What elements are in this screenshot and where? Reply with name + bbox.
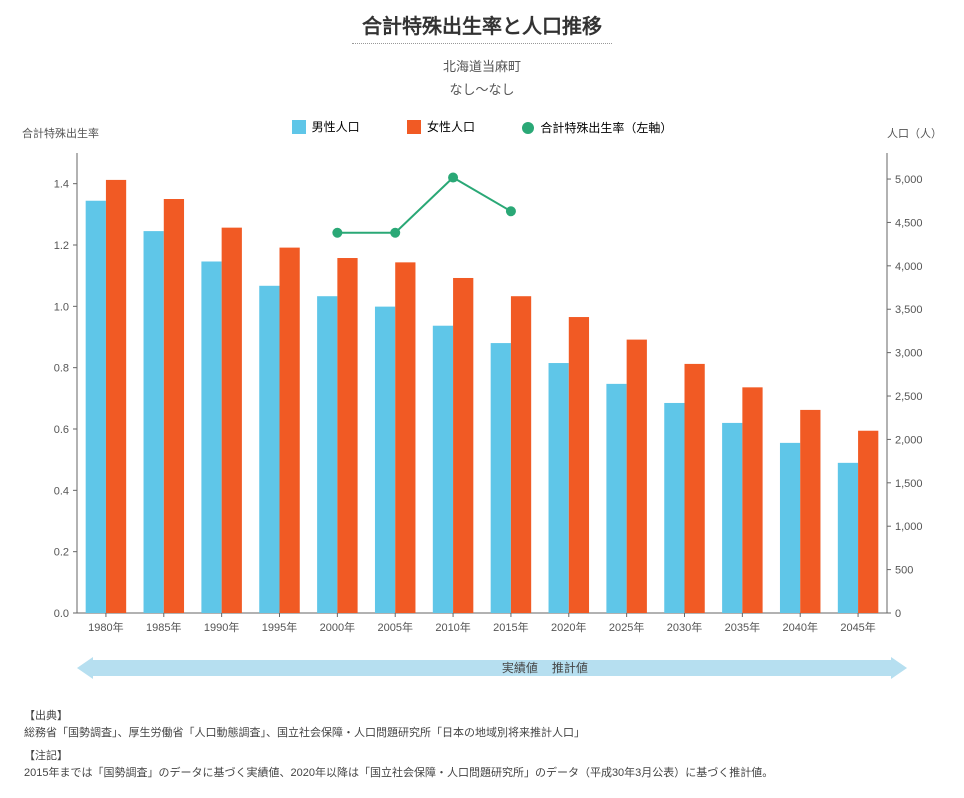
subtitle-region: 北海道当麻町	[10, 56, 954, 75]
svg-text:2010年: 2010年	[435, 620, 470, 634]
svg-text:2000年: 2000年	[320, 620, 355, 634]
svg-text:2040年: 2040年	[782, 620, 817, 634]
arrow-row: 実績値 推計値	[77, 657, 887, 685]
svg-text:3,500: 3,500	[895, 304, 923, 316]
svg-text:2025年: 2025年	[609, 620, 644, 634]
right-axis-title: 人口（人）	[887, 125, 942, 141]
left-axis-title: 合計特殊出生率	[22, 125, 99, 141]
svg-text:1985年: 1985年	[146, 620, 181, 634]
svg-text:1.0: 1.0	[54, 301, 69, 313]
subtitle-period: なし～なし	[10, 79, 954, 98]
title-block: 合計特殊出生率と人口推移 北海道当麻町 なし～なし	[10, 10, 954, 98]
svg-text:500: 500	[895, 564, 913, 576]
arrow-left-head-icon	[77, 657, 93, 679]
main-title: 合計特殊出生率と人口推移	[10, 10, 954, 39]
chart-wrap: 合計特殊出生率 人口（人） 0.00.20.40.60.81.01.21.405…	[22, 143, 942, 643]
svg-text:3,000: 3,000	[895, 347, 923, 359]
source-text: 総務省「国勢調査」、厚生労働省「人口動態調査」、国立社会保障・人口問題研究所「日…	[24, 725, 940, 742]
svg-text:0.2: 0.2	[54, 546, 69, 558]
svg-text:1980年: 1980年	[88, 620, 123, 634]
svg-text:2,000: 2,000	[895, 434, 923, 446]
svg-text:0.6: 0.6	[54, 424, 69, 436]
note-heading: 【注記】	[24, 747, 940, 763]
svg-text:1990年: 1990年	[204, 620, 239, 634]
svg-text:2030年: 2030年	[667, 620, 702, 634]
legend-tfr-swatch	[522, 122, 534, 134]
arrow-right-head-icon	[891, 657, 907, 679]
svg-text:0.4: 0.4	[54, 485, 69, 497]
svg-text:2,500: 2,500	[895, 391, 923, 403]
chart-svg: 0.0 0.2 0.4 0.6 0.8 1.0 1.2 1.4 0 500 1,000 1,500 2,…	[22, 143, 942, 643]
title-underline	[352, 43, 612, 44]
arrow-projected: 推計値	[542, 657, 907, 679]
legend-female: 女性人口	[407, 118, 475, 135]
svg-text:2005年: 2005年	[377, 620, 412, 634]
svg-text:1.2: 1.2	[54, 240, 69, 252]
legend-tfr-label: 合計特殊出生率（左軸）	[540, 119, 672, 136]
note-text: 2015年までは「国勢調査」のデータに基づく実績値、2020年以降は「国立社会保…	[24, 765, 940, 782]
svg-text:1,500: 1,500	[895, 477, 923, 489]
legend-female-label: 女性人口	[427, 118, 475, 135]
svg-text:2015年: 2015年	[493, 620, 528, 634]
footnotes: 【出典】 総務省「国勢調査」、厚生労働省「人口動態調査」、国立社会保障・人口問題…	[10, 707, 954, 782]
svg-text:1.4: 1.4	[54, 178, 69, 190]
source-heading: 【出典】	[24, 707, 940, 723]
arrow-actual: 実績値	[77, 657, 548, 679]
svg-text:0: 0	[895, 608, 901, 620]
legend: 男性人口 女性人口 合計特殊出生率（左軸）	[10, 118, 954, 137]
svg-text:0.8: 0.8	[54, 362, 69, 374]
arrow-projected-label: 推計値	[542, 660, 891, 676]
svg-text:4,500: 4,500	[895, 217, 923, 229]
svg-text:4,000: 4,000	[895, 260, 923, 272]
svg-text:2035年: 2035年	[725, 620, 760, 634]
legend-male-label: 男性人口	[312, 118, 360, 135]
svg-text:1,000: 1,000	[895, 521, 923, 533]
legend-male-swatch	[292, 120, 306, 134]
arrow-actual-label: 実績値	[93, 660, 548, 676]
svg-text:2045年: 2045年	[840, 620, 875, 634]
legend-male: 男性人口	[292, 118, 360, 135]
legend-tfr: 合計特殊出生率（左軸）	[522, 119, 672, 136]
svg-text:5,000: 5,000	[895, 174, 923, 186]
svg-text:0.0: 0.0	[54, 608, 69, 620]
legend-female-swatch	[407, 120, 421, 134]
svg-text:1995年: 1995年	[262, 620, 297, 634]
svg-text:2020年: 2020年	[551, 620, 586, 634]
